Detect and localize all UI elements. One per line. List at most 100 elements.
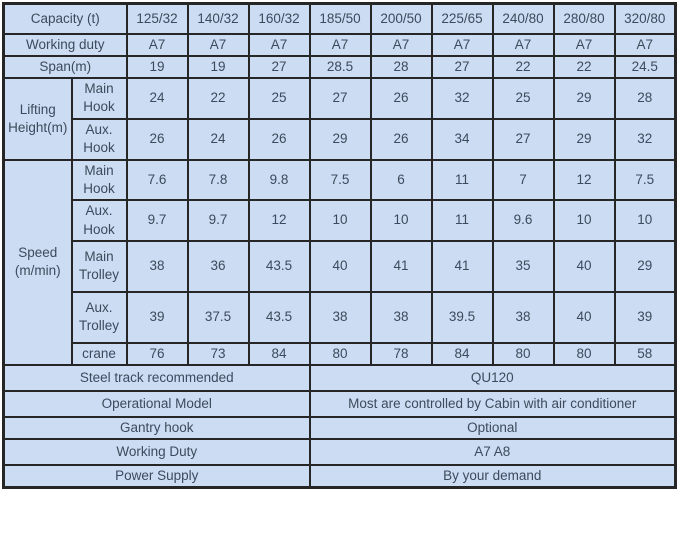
value-cell: 7.6 bbox=[125, 158, 189, 202]
lifting-aux-hook-row: Aux. Hook 26 24 26 29 26 34 27 29 32 bbox=[4, 117, 677, 161]
value-cell: 6 bbox=[369, 158, 433, 202]
value-cell: A7 bbox=[247, 32, 311, 57]
value-cell: 9.7 bbox=[125, 199, 189, 242]
value-cell: 9.6 bbox=[491, 199, 555, 242]
capacity-value-cell: 185/50 bbox=[308, 2, 372, 35]
footer-label-cell: Operational Model bbox=[2, 390, 311, 419]
capacity-row: Capacity (t) 125/32 140/32 160/32 185/50… bbox=[2, 2, 677, 35]
value-cell: 40 bbox=[552, 239, 616, 293]
value-cell: 41 bbox=[369, 239, 433, 293]
value-cell: A7 bbox=[186, 32, 250, 57]
sub-label-cell: Aux. Trolley bbox=[70, 290, 128, 344]
value-cell: A7 bbox=[491, 32, 555, 57]
value-cell: 26 bbox=[247, 117, 311, 161]
value-cell: 43.5 bbox=[247, 290, 311, 344]
value-cell: 25 bbox=[247, 76, 311, 120]
speed-aux-hook-row: Aux. Hook 9.7 9.7 12 10 10 11 9.6 10 10 bbox=[4, 199, 677, 242]
value-cell: 9.7 bbox=[186, 199, 250, 242]
value-cell: 40 bbox=[308, 239, 372, 293]
value-cell: 24 bbox=[186, 117, 250, 161]
operational-model-row: Operational Model Most are controlled by… bbox=[2, 390, 677, 419]
working-duty-row: Working duty A7 A7 A7 A7 A7 A7 A7 A7 A7 bbox=[2, 32, 677, 57]
value-cell: A7 bbox=[552, 32, 616, 57]
value-cell: 27 bbox=[308, 76, 372, 120]
footer-value-cell: A7 A8 bbox=[308, 438, 677, 467]
speed-aux-trolley-row: Aux. Trolley 39 37.5 43.5 38 38 39.5 38 … bbox=[4, 290, 677, 344]
span-row: Span(m) 19 19 27 28.5 28 27 22 22 24.5 bbox=[2, 54, 677, 79]
sub-label-cell: Main Trolley bbox=[70, 239, 128, 293]
crane-specification-table: Capacity (t) 125/32 140/32 160/32 185/50… bbox=[2, 2, 677, 490]
value-cell: 19 bbox=[125, 54, 189, 79]
speed-crane-row: crane 76 73 84 80 78 84 80 80 58 bbox=[4, 341, 677, 367]
value-cell: 29 bbox=[308, 117, 372, 161]
value-cell: 38 bbox=[491, 290, 555, 344]
value-cell: A7 bbox=[125, 32, 189, 57]
value-cell: 27 bbox=[247, 54, 311, 79]
capacity-value-cell: 160/32 bbox=[247, 2, 311, 35]
value-cell: 25 bbox=[491, 76, 555, 120]
value-cell: 58 bbox=[613, 341, 677, 367]
footer-label-cell: Power Supply bbox=[2, 464, 311, 489]
capacity-value-cell: 140/32 bbox=[186, 2, 250, 35]
value-cell: 28 bbox=[369, 54, 433, 79]
capacity-value-cell: 240/80 bbox=[491, 2, 555, 35]
value-cell: 7.5 bbox=[308, 158, 372, 202]
value-cell: 32 bbox=[613, 117, 677, 161]
value-cell: 10 bbox=[308, 199, 372, 242]
capacity-value-cell: 280/80 bbox=[552, 2, 616, 35]
capacity-value-cell: 200/50 bbox=[369, 2, 433, 35]
footer-label-cell: Gantry hook bbox=[2, 416, 311, 441]
value-cell: 29 bbox=[613, 239, 677, 293]
value-cell: 11 bbox=[430, 158, 494, 202]
value-cell: 40 bbox=[552, 290, 616, 344]
capacity-value-cell: 225/65 bbox=[430, 2, 494, 35]
capacity-value-cell: 125/32 bbox=[125, 2, 189, 35]
value-cell: 80 bbox=[308, 341, 372, 367]
capacity-value-cell: 320/80 bbox=[613, 2, 677, 35]
lifting-height-group-label-cell: Lifting Height(m) bbox=[2, 76, 73, 161]
value-cell: 43.5 bbox=[247, 239, 311, 293]
value-cell: 84 bbox=[430, 341, 494, 367]
value-cell: 80 bbox=[491, 341, 555, 367]
footer-value-cell: Most are controlled by Cabin with air co… bbox=[308, 390, 677, 419]
value-cell: 38 bbox=[308, 290, 372, 344]
sub-label-cell: Main Hook bbox=[70, 158, 128, 202]
sub-label-cell: Aux. Hook bbox=[70, 199, 128, 242]
value-cell: 29 bbox=[552, 117, 616, 161]
sub-label-cell: crane bbox=[70, 341, 128, 367]
value-cell: 7.5 bbox=[613, 158, 677, 202]
value-cell: 37.5 bbox=[186, 290, 250, 344]
value-cell: 34 bbox=[430, 117, 494, 161]
value-cell: 12 bbox=[247, 199, 311, 242]
sub-label-cell: Main Hook bbox=[70, 76, 128, 120]
steel-track-row: Steel track recommended QU120 bbox=[2, 364, 677, 393]
span-label-cell: Span(m) bbox=[2, 54, 128, 79]
value-cell: 19 bbox=[186, 54, 250, 79]
value-cell: 11 bbox=[430, 199, 494, 242]
sub-label-cell: Aux. Hook bbox=[70, 117, 128, 161]
value-cell: 39 bbox=[613, 290, 677, 344]
footer-label-cell: Working Duty bbox=[2, 438, 311, 467]
value-cell: 39 bbox=[125, 290, 189, 344]
footer-value-cell: QU120 bbox=[308, 364, 677, 393]
value-cell: 7 bbox=[491, 158, 555, 202]
value-cell: A7 bbox=[308, 32, 372, 57]
footer-value-cell: By your demand bbox=[308, 464, 677, 489]
value-cell: 41 bbox=[430, 239, 494, 293]
value-cell: 29 bbox=[552, 76, 616, 120]
value-cell: 78 bbox=[369, 341, 433, 367]
speed-group-label-cell: Speed (m/min) bbox=[2, 158, 73, 367]
value-cell: 10 bbox=[369, 199, 433, 242]
value-cell: 36 bbox=[186, 239, 250, 293]
value-cell: A7 bbox=[430, 32, 494, 57]
value-cell: 27 bbox=[491, 117, 555, 161]
value-cell: 22 bbox=[186, 76, 250, 120]
value-cell: A7 bbox=[613, 32, 677, 57]
working-duty-label-cell: Working duty bbox=[2, 32, 128, 57]
value-cell: 24 bbox=[125, 76, 189, 120]
speed-main-hook-row: Speed (m/min) Main Hook 7.6 7.8 9.8 7.5 … bbox=[2, 158, 677, 367]
value-cell: 22 bbox=[491, 54, 555, 79]
value-cell: 26 bbox=[369, 117, 433, 161]
value-cell: 84 bbox=[247, 341, 311, 367]
value-cell: 38 bbox=[369, 290, 433, 344]
